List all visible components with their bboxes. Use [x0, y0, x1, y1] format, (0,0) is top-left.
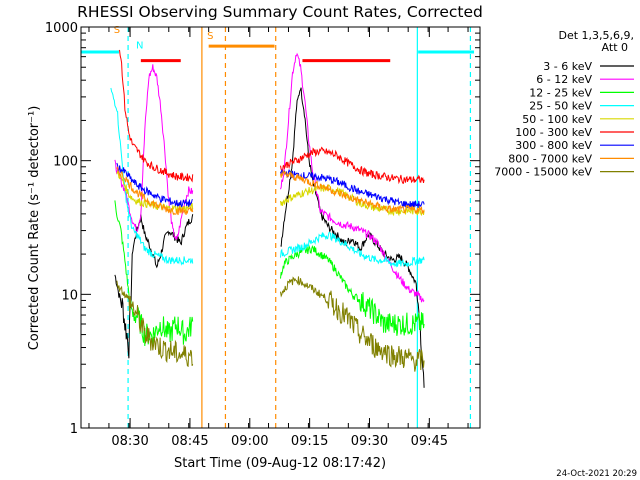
- y-tick-label-3: 1000: [45, 21, 78, 36]
- legend-label-1: 6 - 12 keV: [536, 73, 592, 86]
- series-line-6: [116, 162, 425, 210]
- y-tick-label-1: 10: [61, 288, 78, 303]
- legend-label-4: 50 - 100 keV: [522, 113, 592, 126]
- legend-label-2: 12 - 25 keV: [529, 86, 592, 99]
- x-tick-label-2: 09:00: [231, 434, 268, 449]
- legend-header-line-1: Det 1,3,5,6,9,: [558, 29, 634, 42]
- annotation-label-13: S: [207, 31, 213, 42]
- plot-area: S N S: [81, 25, 475, 428]
- y-tick-label-2: 100: [53, 155, 78, 170]
- x-tick-label-1: 08:45: [171, 434, 208, 449]
- x-tick-label-4: 09:30: [351, 434, 388, 449]
- legend-label-8: 7000 - 15000 keV: [494, 166, 592, 179]
- series-line-8: [116, 276, 425, 372]
- series-line-1: [114, 52, 425, 303]
- axes-frame: [80, 26, 481, 429]
- series-line-4: [116, 170, 425, 217]
- x-tick-label-5: 09:45: [411, 434, 448, 449]
- y-tick-label-0: 1: [70, 422, 78, 437]
- legend-label-5: 100 - 300 keV: [515, 126, 592, 139]
- x-axis-label: Start Time (09-Aug-12 08:17:42): [174, 456, 386, 471]
- legend-header-line-2: Att 0: [602, 41, 628, 54]
- legend-label-0: 3 - 6 keV: [543, 60, 592, 73]
- annotation-label-11: S: [114, 25, 120, 36]
- series-line-5: [118, 49, 425, 185]
- x-tick-label-0: 08:30: [111, 434, 148, 449]
- plot-content: [81, 27, 475, 428]
- series-line-2: [114, 200, 425, 347]
- y-axis-label: Corrected Count Rate (s⁻¹ detector⁻¹): [27, 106, 42, 351]
- axes: 1 10 100 1000 08:30 08:45 09:00 09:15 09:30 09:45: [45, 21, 481, 449]
- legend-label-6: 300 - 800 keV: [515, 139, 592, 152]
- chart-title: RHESSI Observing Summary Count Rates, Co…: [77, 3, 483, 21]
- annotation-label-12: N: [136, 41, 143, 52]
- x-tick-label-3: 09:15: [291, 434, 328, 449]
- timestamp: 24-Oct-2021 20:29: [556, 469, 637, 479]
- series-line-3: [110, 87, 425, 268]
- series-line-7: [116, 166, 425, 216]
- legend-label-7: 800 - 7000 keV: [508, 152, 592, 165]
- legend-label-3: 25 - 50 keV: [529, 100, 592, 113]
